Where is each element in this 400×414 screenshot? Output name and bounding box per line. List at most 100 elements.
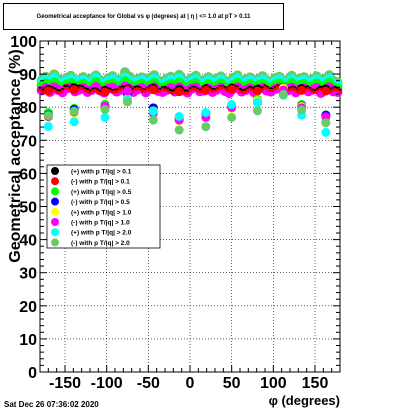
data-point xyxy=(174,87,184,97)
band-marker xyxy=(121,87,124,91)
band-marker xyxy=(331,86,334,90)
data-point xyxy=(227,100,237,110)
data-point xyxy=(123,97,132,107)
data-point xyxy=(297,105,307,115)
data-point xyxy=(201,85,211,95)
band-marker xyxy=(61,89,64,93)
band-marker xyxy=(136,87,139,91)
band-marker xyxy=(186,91,189,95)
band-marker xyxy=(58,91,62,95)
legend-label: (-) with p T/|q| > 2.0 xyxy=(71,240,130,247)
band-marker xyxy=(86,87,89,91)
x-tick-label: 50 xyxy=(223,375,241,392)
data-point xyxy=(201,122,211,132)
band-marker xyxy=(313,88,317,92)
y-tick-label: 70 xyxy=(19,133,37,150)
band-marker xyxy=(223,87,227,91)
data-point xyxy=(69,85,79,95)
band-marker xyxy=(118,88,122,92)
band-marker xyxy=(91,87,94,91)
band-marker xyxy=(248,87,252,91)
band-marker xyxy=(338,90,342,94)
y-tick-label: 20 xyxy=(19,299,37,316)
band-marker xyxy=(188,87,192,91)
band-marker xyxy=(308,86,312,90)
data-point xyxy=(201,107,211,117)
band-marker xyxy=(263,85,267,89)
band-marker xyxy=(276,85,279,89)
band-marker xyxy=(311,90,314,94)
band-marker xyxy=(243,88,247,92)
x-tick-label: -100 xyxy=(91,375,123,392)
band-marker xyxy=(273,87,277,91)
data-point xyxy=(43,110,53,120)
legend-label: (+) with p T/|q| > 2.0 xyxy=(71,230,132,237)
band-marker xyxy=(53,87,57,91)
band-marker xyxy=(333,85,337,89)
data-point xyxy=(297,85,307,95)
band-marker xyxy=(53,89,57,93)
band-marker xyxy=(146,88,149,92)
x-tick-label: -50 xyxy=(137,375,160,392)
band-marker xyxy=(213,89,217,93)
band-marker xyxy=(238,87,242,91)
band-marker xyxy=(88,91,92,95)
x-axis-title: φ (degrees) xyxy=(269,393,340,408)
band-marker xyxy=(91,89,94,93)
band-marker xyxy=(98,90,102,94)
data-point xyxy=(43,121,53,131)
band-marker xyxy=(266,87,269,91)
band-marker xyxy=(86,89,89,93)
y-tick-label: 90 xyxy=(19,67,37,84)
band-marker xyxy=(168,91,172,95)
band-marker xyxy=(336,86,339,90)
band-marker xyxy=(251,86,254,90)
axes: 0 10 20 30 40 50 60 70 80 90 100 -150 -100 -50 0 50 100 1… xyxy=(10,34,341,392)
data-point xyxy=(321,86,331,96)
band-marker xyxy=(171,89,174,93)
data-point xyxy=(69,117,79,127)
band-marker xyxy=(196,89,199,93)
legend-label: (+) with p T/|q| > 0.5 xyxy=(71,189,132,196)
band-marker xyxy=(261,86,264,90)
band-marker xyxy=(41,90,44,94)
band-marker xyxy=(108,89,112,93)
band-marker xyxy=(83,88,87,92)
data-point xyxy=(43,86,53,96)
band-marker xyxy=(211,89,214,93)
x-tick-label: 150 xyxy=(302,375,329,392)
band-marker xyxy=(41,88,44,92)
band-marker xyxy=(261,88,264,92)
band-marker xyxy=(221,86,224,90)
y-tick-label: 80 xyxy=(19,100,37,117)
band-marker xyxy=(183,91,187,95)
band-marker xyxy=(306,87,309,91)
band-marker xyxy=(121,85,124,89)
band-marker xyxy=(318,85,322,89)
band-marker xyxy=(81,85,84,89)
data-point xyxy=(69,106,79,116)
band-marker xyxy=(108,87,112,91)
y-tick-label: 50 xyxy=(19,200,37,217)
legend-marker xyxy=(51,228,59,237)
band-marker xyxy=(188,88,192,92)
band-marker xyxy=(336,88,339,92)
legend-marker xyxy=(51,238,59,247)
band-marker xyxy=(63,86,67,90)
legend-box xyxy=(46,164,161,249)
band-marker xyxy=(113,88,117,92)
data-point xyxy=(100,87,110,97)
legend-marker xyxy=(51,187,59,196)
x-tick-label: 0 xyxy=(186,375,195,392)
band-marker xyxy=(218,86,222,90)
data-point xyxy=(253,86,262,96)
band-marker xyxy=(116,88,119,92)
band-marker xyxy=(268,88,272,92)
data-point xyxy=(148,106,158,116)
band-marker xyxy=(306,85,309,89)
band-marker xyxy=(191,87,194,91)
band-marker xyxy=(163,86,167,90)
band-marker xyxy=(311,88,314,92)
legend-label: (-) with p T/|q| > 1.0 xyxy=(71,220,130,227)
band-marker xyxy=(138,87,142,91)
